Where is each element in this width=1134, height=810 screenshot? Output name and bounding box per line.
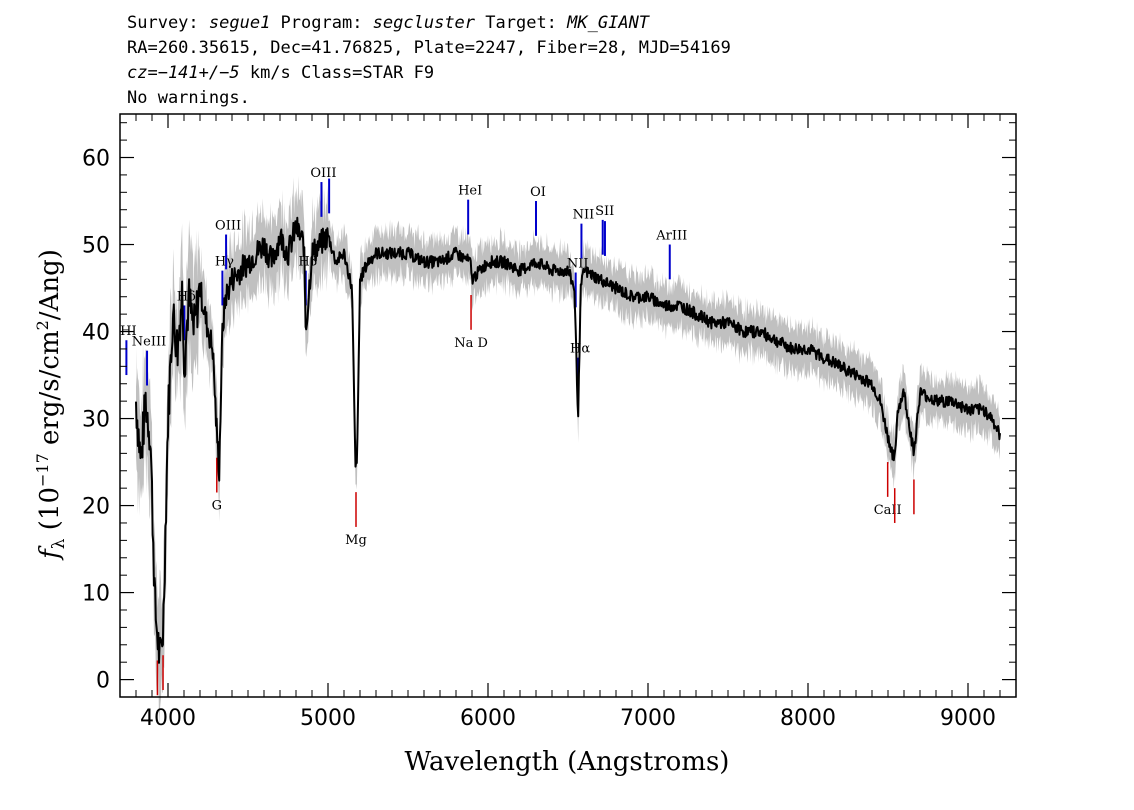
x-tick-label: 5000 bbox=[300, 706, 356, 731]
emission-line-label: SII bbox=[595, 204, 614, 219]
x-axis-label: Wavelength (Angstroms) bbox=[405, 747, 730, 777]
emission-line-label: Hδ bbox=[177, 289, 196, 304]
redshift-value: cz=−141+/−5 bbox=[127, 63, 240, 83]
y-axis-label: fλ (10−17 erg/s/cm2/Ang) bbox=[33, 249, 69, 561]
axes: 4000 5000 6000 7000 8000 9000 0 10 20 30 40 50 60 bbox=[82, 113, 1017, 731]
survey-value: segue1 bbox=[208, 13, 271, 33]
x-tick-label: 9000 bbox=[940, 706, 996, 731]
target-label: Target: bbox=[475, 13, 568, 33]
y-tick-label: 0 bbox=[96, 669, 110, 694]
program-label: Program: bbox=[270, 13, 373, 33]
absorption-line-label: CaII bbox=[874, 503, 902, 518]
emission-line-label: OIII bbox=[215, 219, 241, 234]
emission-line-label: Hγ bbox=[215, 255, 234, 270]
emission-line-label: NII bbox=[573, 208, 595, 223]
y-tick-label: 40 bbox=[82, 321, 110, 346]
emission-line-label: NeIII bbox=[132, 335, 166, 350]
program-value: segcluster bbox=[372, 13, 476, 33]
x-tick-label: 4000 bbox=[140, 706, 196, 731]
absorption-line-label: Na D bbox=[454, 336, 488, 351]
absorption-line-label: Mg bbox=[345, 533, 367, 548]
survey-label: Survey: bbox=[127, 13, 209, 33]
emission-line-label: ArIII bbox=[655, 229, 687, 244]
emission-line-label: OIII bbox=[310, 166, 336, 181]
y-tick-label: 60 bbox=[82, 147, 110, 172]
emission-line-label: NII bbox=[567, 257, 589, 272]
absorption-line-label: G bbox=[212, 499, 222, 514]
emission-line-label: HeI bbox=[458, 184, 482, 199]
flux-line bbox=[135, 216, 1001, 664]
x-tick-label: 7000 bbox=[620, 706, 676, 731]
y-tick-label: 50 bbox=[82, 234, 110, 259]
y-tick-label: 10 bbox=[82, 582, 110, 607]
header-line-4: No warnings. bbox=[127, 88, 250, 108]
header-line-1: Survey: segue1 Program: segcluster Targe… bbox=[127, 13, 649, 33]
y-tick-label: 20 bbox=[82, 495, 110, 520]
x-tick-label: 6000 bbox=[460, 706, 516, 731]
header-line-2: RA=260.35615, Dec=41.76825, Plate=2247, … bbox=[127, 38, 731, 58]
x-tick-label: 8000 bbox=[780, 706, 836, 731]
header-line-3: cz=−141+/−5 km/s Class=STAR F9 bbox=[127, 63, 434, 83]
class-value: km/s Class=STAR F9 bbox=[239, 63, 435, 83]
y-tick-label: 30 bbox=[82, 408, 110, 433]
emission-line-label: OI bbox=[530, 185, 546, 200]
flux-series bbox=[135, 216, 1001, 664]
target-value: MK_GIANT bbox=[567, 13, 650, 33]
